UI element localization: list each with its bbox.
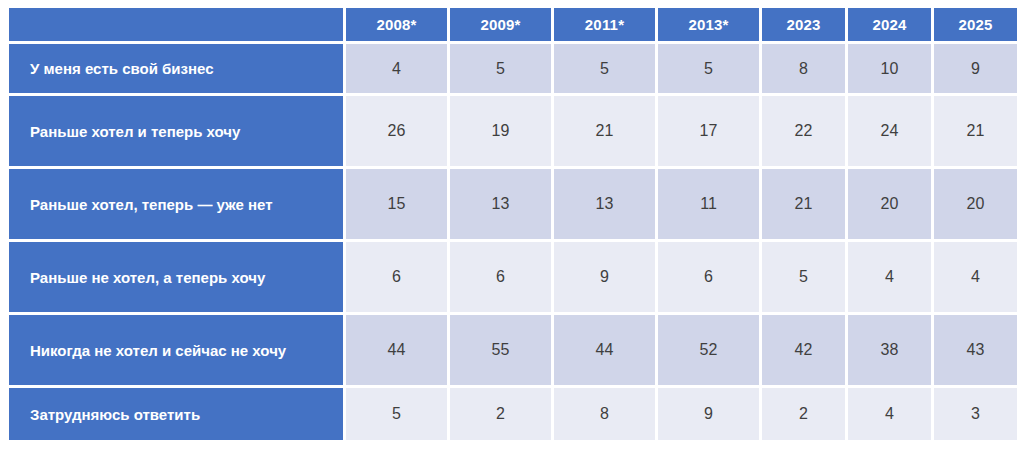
data-cell: 6 xyxy=(658,242,759,312)
data-cell: 38 xyxy=(848,315,931,385)
row-label: Никогда не хотел и сейчас не хочу xyxy=(9,315,343,385)
table-row: Раньше хотел, теперь — уже нет1513131121… xyxy=(9,169,1017,239)
year-column-header: 2009* xyxy=(450,8,551,41)
data-cell: 8 xyxy=(554,388,655,440)
table-row: У меня есть свой бизнес45558109 xyxy=(9,44,1017,93)
data-cell: 6 xyxy=(450,242,551,312)
data-cell: 5 xyxy=(450,44,551,93)
data-cell: 8 xyxy=(762,44,845,93)
data-cell: 22 xyxy=(762,96,845,166)
data-cell: 55 xyxy=(450,315,551,385)
data-cell: 6 xyxy=(346,242,447,312)
table-row: Раньше не хотел, а теперь хочу6696544 xyxy=(9,242,1017,312)
data-cell: 4 xyxy=(346,44,447,93)
data-cell: 13 xyxy=(554,169,655,239)
survey-data-table: 2008*2009*2011*2013*202320242025 У меня … xyxy=(6,5,1020,443)
row-label: У меня есть свой бизнес xyxy=(9,44,343,93)
table-row: Никогда не хотел и сейчас не хочу4455445… xyxy=(9,315,1017,385)
year-column-header: 2008* xyxy=(346,8,447,41)
table-row: Затрудняюсь ответить5289243 xyxy=(9,388,1017,440)
row-label: Раньше не хотел, а теперь хочу xyxy=(9,242,343,312)
data-cell: 21 xyxy=(934,96,1017,166)
year-column-header: 2011* xyxy=(554,8,655,41)
data-cell: 4 xyxy=(848,388,931,440)
data-cell: 5 xyxy=(658,44,759,93)
table-body: У меня есть свой бизнес45558109Раньше хо… xyxy=(9,44,1017,440)
page: 2008*2009*2011*2013*202320242025 У меня … xyxy=(0,0,1024,450)
header-row: 2008*2009*2011*2013*202320242025 xyxy=(9,8,1017,41)
data-cell: 52 xyxy=(658,315,759,385)
data-cell: 20 xyxy=(848,169,931,239)
year-column-header: 2024 xyxy=(848,8,931,41)
data-cell: 9 xyxy=(658,388,759,440)
data-cell: 4 xyxy=(848,242,931,312)
data-cell: 5 xyxy=(554,44,655,93)
data-cell: 21 xyxy=(762,169,845,239)
data-cell: 10 xyxy=(848,44,931,93)
data-cell: 44 xyxy=(346,315,447,385)
year-column-header: 2023 xyxy=(762,8,845,41)
row-label: Раньше хотел, теперь — уже нет xyxy=(9,169,343,239)
data-cell: 5 xyxy=(346,388,447,440)
data-cell: 3 xyxy=(934,388,1017,440)
row-label: Затрудняюсь ответить xyxy=(9,388,343,440)
data-cell: 4 xyxy=(934,242,1017,312)
data-cell: 15 xyxy=(346,169,447,239)
data-cell: 21 xyxy=(554,96,655,166)
data-cell: 42 xyxy=(762,315,845,385)
year-column-header: 2025 xyxy=(934,8,1017,41)
data-cell: 19 xyxy=(450,96,551,166)
data-cell: 24 xyxy=(848,96,931,166)
data-cell: 43 xyxy=(934,315,1017,385)
row-label: Раньше хотел и теперь хочу xyxy=(9,96,343,166)
data-cell: 2 xyxy=(450,388,551,440)
data-cell: 9 xyxy=(934,44,1017,93)
data-cell: 44 xyxy=(554,315,655,385)
data-cell: 9 xyxy=(554,242,655,312)
data-cell: 5 xyxy=(762,242,845,312)
table-row: Раньше хотел и теперь хочу26192117222421 xyxy=(9,96,1017,166)
data-cell: 17 xyxy=(658,96,759,166)
data-cell: 13 xyxy=(450,169,551,239)
corner-cell xyxy=(9,8,343,41)
data-cell: 26 xyxy=(346,96,447,166)
data-cell: 2 xyxy=(762,388,845,440)
data-cell: 20 xyxy=(934,169,1017,239)
data-cell: 11 xyxy=(658,169,759,239)
year-column-header: 2013* xyxy=(658,8,759,41)
